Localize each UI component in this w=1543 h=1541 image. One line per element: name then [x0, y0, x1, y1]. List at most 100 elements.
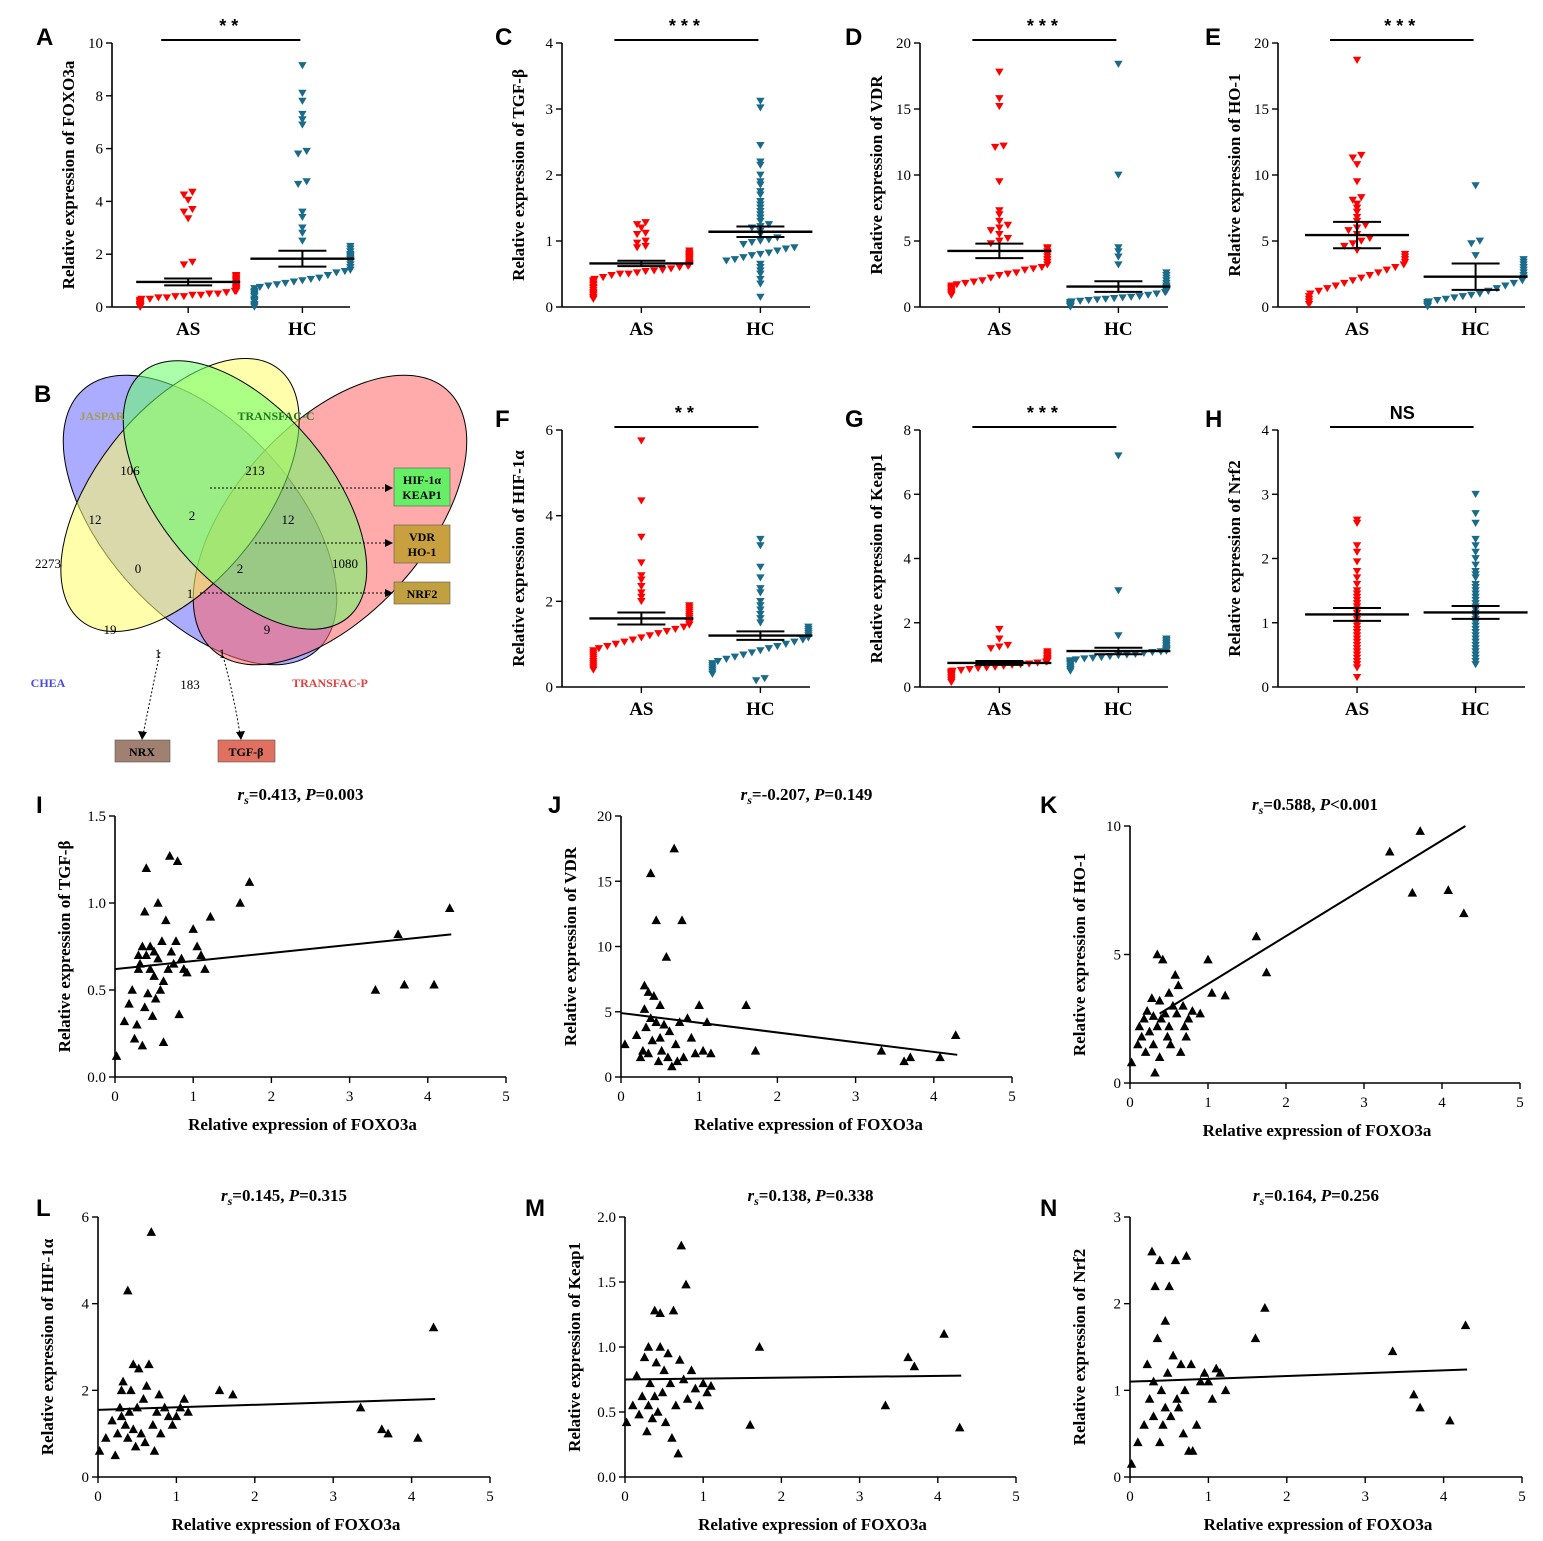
- hc-point: [302, 178, 311, 186]
- x-tick-label: 1: [189, 1089, 197, 1105]
- hc-point: [1114, 261, 1123, 269]
- y-axis-label: Relative expression of TGF-β: [509, 69, 528, 281]
- as-point: [1352, 548, 1362, 556]
- as-point: [995, 68, 1004, 76]
- data-point: [899, 1056, 909, 1066]
- as-point: [986, 274, 996, 282]
- data-point: [655, 1308, 665, 1317]
- y-tick-label: 5: [1262, 234, 1270, 250]
- venn-label-transfac-c: TRANSFAC-C: [237, 409, 314, 423]
- data-point: [144, 1359, 154, 1369]
- hc-point: [756, 574, 765, 582]
- as-point: [1352, 558, 1362, 566]
- x-tick-label: 0: [621, 1489, 629, 1505]
- data-point: [676, 1240, 687, 1250]
- as-point: [995, 207, 1004, 215]
- data-point: [1147, 993, 1157, 1002]
- data-point: [750, 1045, 761, 1055]
- hc-point: [747, 238, 757, 247]
- as-point: [1352, 580, 1362, 588]
- data-point: [118, 1376, 128, 1386]
- as-point: [671, 625, 680, 633]
- panel-A: A 0 2 4 6 8 10 Relative expression of FOXO3a AS H…: [36, 16, 355, 340]
- data-point: [655, 1032, 665, 1042]
- hc-point: [1471, 542, 1480, 550]
- data-point: [1384, 846, 1395, 856]
- x-tick-label: 1: [699, 1489, 707, 1505]
- hc-point: [756, 535, 765, 544]
- data-point: [163, 964, 173, 973]
- x-axis-label: Relative expression of FOXO3a: [1204, 1515, 1433, 1534]
- y-axis-label: Relative expression of Nrf2: [1225, 460, 1244, 657]
- data-point: [94, 1446, 105, 1455]
- data-point: [628, 1400, 638, 1410]
- as-point: [982, 664, 991, 672]
- data-point: [681, 1279, 691, 1289]
- data-point: [123, 1433, 133, 1442]
- hc-point: [1114, 253, 1123, 261]
- as-point: [183, 196, 193, 204]
- venn-arrows: [142, 487, 388, 736]
- as-point: [999, 142, 1008, 150]
- data-point: [673, 1448, 683, 1458]
- y-tick-label: 0: [1114, 1470, 1122, 1486]
- hc-point: [1152, 290, 1161, 298]
- as-point: [213, 290, 223, 298]
- y-tick-label: 20: [1254, 36, 1269, 52]
- data-point: [429, 979, 439, 989]
- data-point: [935, 1052, 945, 1062]
- as-point: [641, 242, 650, 251]
- data-point: [130, 1441, 141, 1451]
- as-point: [1043, 261, 1052, 269]
- correlation-title: rs=-0.207, P=0.149: [741, 785, 873, 807]
- hc-point: [722, 655, 731, 663]
- data-point: [1154, 995, 1165, 1005]
- as-point: [1003, 235, 1013, 243]
- data-point: [1172, 1008, 1182, 1018]
- hc-point: [756, 171, 765, 179]
- venn-arrowheads: [138, 484, 393, 740]
- data-point: [702, 1017, 712, 1026]
- data-point: [1168, 1000, 1178, 1010]
- hc-point: [1471, 182, 1480, 190]
- panel-J: J 0 5 10 15 20 Relative expression of VDR 0 1 2 3 4…: [548, 785, 1016, 1134]
- data-point: [1415, 826, 1425, 835]
- regression-line: [620, 1012, 958, 1056]
- data-point: [1150, 1281, 1160, 1291]
- data-point: [903, 1352, 913, 1362]
- y-tick-label: 0.5: [87, 983, 106, 999]
- data-point: [1166, 1411, 1176, 1421]
- as-point: [649, 267, 659, 275]
- as-point: [231, 287, 241, 295]
- panel-E: E 0 5 10 15 20 Relative expression of HO-1 AS HC…: [1205, 16, 1528, 340]
- as-point: [995, 635, 1004, 643]
- data-point: [655, 1342, 665, 1351]
- as-point: [1344, 227, 1353, 235]
- data-point: [1199, 1368, 1210, 1377]
- x-axis-label: Relative expression of FOXO3a: [188, 1115, 417, 1134]
- hc-point: [756, 585, 765, 593]
- regression-line: [97, 1398, 436, 1411]
- data-point: [171, 1411, 182, 1421]
- group-label-hc: HC: [1461, 699, 1490, 720]
- as-point: [1304, 301, 1314, 309]
- data-point: [639, 1352, 650, 1362]
- venn-label-transfac-p: TRANSFAC-P: [292, 676, 368, 690]
- y-tick-label: 0: [904, 680, 912, 696]
- as-point: [995, 237, 1004, 245]
- data-point: [192, 941, 202, 951]
- as-point: [135, 303, 145, 311]
- data-point: [1160, 1008, 1170, 1018]
- data-point: [643, 1048, 654, 1058]
- data-point: [1181, 1031, 1191, 1041]
- hc-point: [756, 97, 765, 105]
- data-point: [664, 1026, 675, 1036]
- data-point: [1155, 1437, 1165, 1447]
- hc-point: [1471, 490, 1480, 499]
- significance-label: ***: [1384, 16, 1420, 36]
- data-point: [1160, 1316, 1171, 1325]
- hc-point: [298, 110, 307, 119]
- svg-text:NRF2: NRF2: [407, 587, 438, 601]
- data-point: [1250, 1333, 1261, 1343]
- hc-point: [298, 208, 307, 216]
